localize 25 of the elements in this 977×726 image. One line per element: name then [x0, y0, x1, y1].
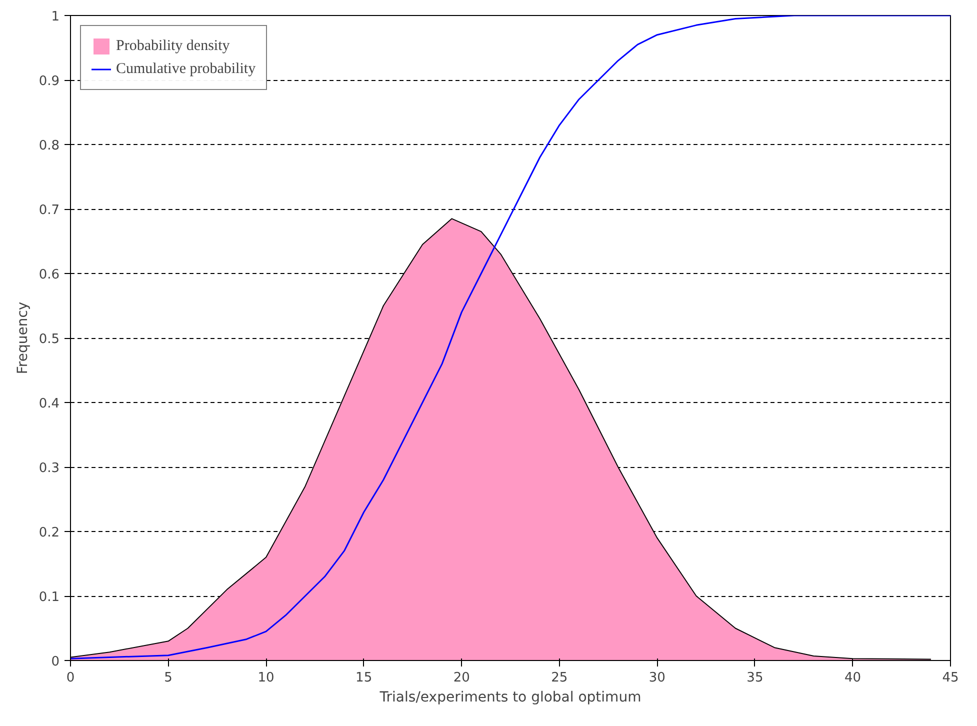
y-tick-label: 0.7 — [38, 203, 60, 218]
x-tick-label: 40 — [844, 670, 861, 686]
y-tick-label: 0.4 — [38, 396, 60, 412]
x-tick-label: 5 — [164, 670, 172, 686]
y-tick-label: 0.6 — [38, 268, 60, 282]
y-tick-label: 0.2 — [38, 526, 60, 540]
y-tick-label: 1 — [51, 10, 60, 24]
x-tick-label: 35 — [746, 670, 764, 686]
x-tick-label: 30 — [648, 670, 666, 686]
x-tick-label: 25 — [551, 670, 568, 686]
y-tick-label: 0.9 — [38, 74, 60, 89]
legend-label: Cumulative probability — [116, 60, 256, 78]
y-tick-label: 0.1 — [38, 590, 60, 605]
x-tick-label: 10 — [258, 670, 274, 686]
legend-label: Probability density — [116, 38, 230, 54]
y-axis-title: Frequency — [14, 302, 31, 374]
y-tick-label: 0.5 — [38, 332, 60, 347]
x-tick-label: 45 — [942, 670, 959, 686]
x-tick-label: 15 — [356, 670, 372, 686]
y-tick-label: 0.8 — [38, 138, 60, 154]
x-tick-label: 0 — [66, 670, 75, 686]
y-tick-label: 0.3 — [38, 461, 60, 476]
y-tick-label: 0 — [51, 654, 60, 670]
x-tick-label: 20 — [453, 670, 470, 686]
x-axis-title: Trials/experiments to global optimum — [378, 690, 642, 706]
